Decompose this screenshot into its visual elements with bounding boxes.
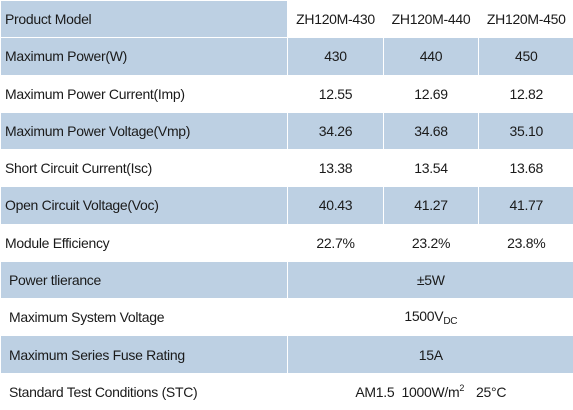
row-label: Standard Test Conditions (STC) <box>0 372 288 410</box>
voltage-value: 1500V <box>404 307 444 324</box>
row-value: 13.38 <box>287 149 384 187</box>
row-label: Power tlierance <box>0 260 288 299</box>
table-row: Module Efficiency 22.7% 23.2% 23.8% <box>0 223 573 262</box>
row-value: 34.26 <box>287 111 384 150</box>
spanned-value: ±5W <box>287 260 573 299</box>
table-row: Short Circuit Current(Isc) 13.38 13.54 1… <box>0 149 573 187</box>
table-row-stc: Standard Test Conditions (STC) AM1.5 100… <box>0 372 573 410</box>
stc-irradiance-sup: 2 <box>459 383 465 394</box>
row-value: 41.77 <box>478 186 573 225</box>
row-value: 35.10 <box>478 111 573 150</box>
spanned-value: 1500VDC <box>287 298 573 336</box>
spanned-value: AM1.5 1000W/m2 25°C <box>287 372 573 410</box>
row-label: Maximum Power(W) <box>0 37 288 76</box>
row-value: 13.68 <box>478 149 573 187</box>
table-row-system-voltage: Maximum System Voltage 1500VDC <box>0 298 573 336</box>
row-value: 450 <box>478 37 573 76</box>
table-row: Open Circuit Voltage(Voc) 40.43 41.27 41… <box>0 186 573 225</box>
header-row: Product Model ZH120M-430 ZH120M-440 ZH12… <box>0 0 573 38</box>
row-value: 12.82 <box>478 74 573 113</box>
row-value: 13.54 <box>383 149 479 187</box>
row-value: 12.69 <box>383 74 479 113</box>
row-value: 41.27 <box>383 186 479 225</box>
model-header: ZH120M-440 <box>383 0 479 38</box>
header-label: Product Model <box>0 0 288 38</box>
row-label: Open Circuit Voltage(Voc) <box>0 186 288 225</box>
row-label: Maximum Power Current(Imp) <box>0 74 288 113</box>
stc-temperature: 25°C <box>476 384 507 401</box>
row-value: 23.8% <box>478 223 573 262</box>
table-row: Maximum Power Current(Imp) 12.55 12.69 1… <box>0 74 573 113</box>
table-row: Maximum Power(W) 430 440 450 <box>0 37 573 76</box>
row-value: 23.2% <box>383 223 479 262</box>
table-row-fuse: Maximum Series Fuse Rating 15A <box>0 335 573 374</box>
row-value: 430 <box>287 37 384 76</box>
stc-irradiance: 1000W/m <box>401 384 460 401</box>
row-label: Maximum System Voltage <box>0 298 288 336</box>
model-header: ZH120M-450 <box>478 0 573 38</box>
stc-airmass: AM1.5 <box>355 384 395 401</box>
table-row-tolerance: Power tlierance ±5W <box>0 260 573 299</box>
voltage-subscript: DC <box>443 315 458 327</box>
row-value: 22.7% <box>287 223 384 262</box>
row-label: Module Efficiency <box>0 223 288 262</box>
row-value: 40.43 <box>287 186 384 225</box>
table-row: Maximum Power Voltage(Vmp) 34.26 34.68 3… <box>0 111 573 150</box>
model-header: ZH120M-430 <box>287 0 384 38</box>
spanned-value: 15A <box>287 335 573 374</box>
row-label: Short Circuit Current(Isc) <box>0 149 288 187</box>
row-value: 440 <box>383 37 479 76</box>
row-label: Maximum Power Voltage(Vmp) <box>0 111 288 150</box>
row-value: 34.68 <box>383 111 479 150</box>
row-value: 12.55 <box>287 74 384 113</box>
row-label: Maximum Series Fuse Rating <box>0 335 288 374</box>
